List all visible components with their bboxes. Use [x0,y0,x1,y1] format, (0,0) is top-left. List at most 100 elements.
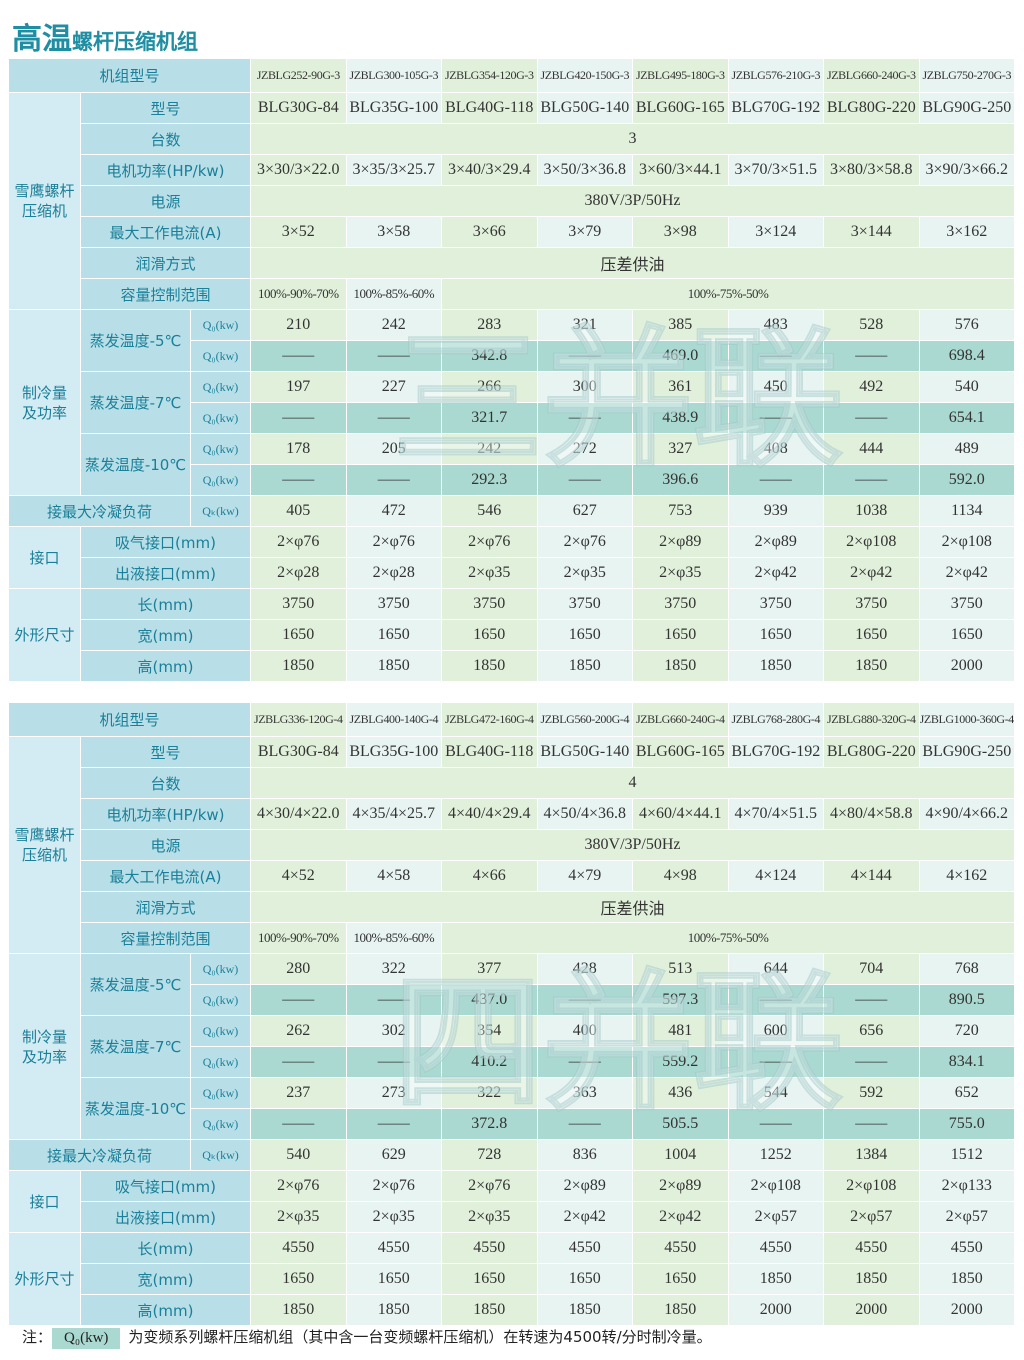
value-cell: 2×φ57 [727,1201,825,1233]
value-cell: 4×80/4×58.8 [823,798,920,830]
value-cell: 546 [441,495,538,527]
value-cell: 363 [536,1077,634,1109]
value-cell: 2000 [823,1294,920,1326]
value-cell: 273 [345,1077,443,1109]
value-cell: 2×φ76 [441,1170,538,1202]
unit-label: Q₀(kw) [189,1046,252,1078]
value-cell: 405 [250,495,347,527]
value-cell: —— [250,402,347,434]
group-label-line: 及功率 [21,1047,67,1066]
value-cell: 2×φ76 [250,526,347,558]
value-cell: 728 [441,1139,538,1171]
row-label: 长(mm) [79,1232,252,1264]
value-cell: 2×φ108 [823,526,920,558]
spec-table: 机组型号 JZBLG252-90G-3 JZBLG300-105G-3 JZBLG35… [7,58,1016,682]
value-cell: —— [250,984,347,1016]
row-label: 高(mm) [79,650,252,682]
value-cell: 540 [250,1139,347,1171]
spec-row: 电机功率(HP/kw) 4×30/4×22.0 4×35/4×25.7 4×40/4×… [9,798,1016,830]
value-cell: 1650 [441,1263,538,1295]
value-cell: 2×φ89 [632,1170,729,1202]
model-name: JZBLG660-240G-3 [823,58,920,93]
row-label: 台数 [79,123,252,155]
value-cell: 2×φ57 [918,1201,1016,1233]
unit-label: Q₀(kw) [189,309,252,341]
value-cell: 100%-85%-60% [345,922,443,954]
value-cell: 3×70/3×51.5 [727,154,825,186]
value-cell: 2000 [918,650,1016,682]
value-cell: 437.0 [441,984,538,1016]
unit-label: Q₀(kw) [189,433,252,465]
spec-row: 雪鹰螺杆 压缩机 型号 BLG30G-84 BLG35G-100 BLG40G-118 BL… [8,92,1016,310]
value-cell: —— [727,984,825,1016]
value-cell: —— [345,340,443,372]
unit-label: Q₀(kw) [189,953,252,985]
spec-row: 蒸发温度-10℃ Q₀(kw) 178 205 242 272 327 408 444 489 [9,433,1016,496]
value-cell: 2000 [727,1294,825,1326]
value-cell: 513 [632,953,729,985]
unit-label: Q₀(kw) [189,402,252,434]
row-label: 蒸发温度-7℃ [80,371,191,434]
value-cell: 3×80/3×58.8 [823,154,920,186]
value-cell: 100%-75%-50% [441,278,1016,310]
value-cell: 361 [632,371,729,403]
model-name: JZBLG495-180G-3 [632,58,729,93]
value-cell: 2×φ35 [536,557,634,589]
value-cell: 100%-90%-70% [250,922,347,954]
title: 高温螺杆压缩机组 [12,14,198,58]
value-cell: BLG40G-118 [441,736,538,768]
spec-row: Q₀(kw) —— —— 410.2 —— 559.2 —— —— 834.1 [9,1046,1016,1078]
value-cell: 3750 [727,588,825,620]
value-cell: 4550 [536,1232,634,1264]
value-cell: 4×90/4×66.2 [918,798,1016,830]
value-cell: 3750 [632,588,729,620]
value-cell: 2×φ35 [441,557,538,589]
value-cell: 2×φ28 [345,557,443,589]
value-cell: 2×φ133 [918,1170,1016,1202]
model-name: JZBLG1000-360G-4 [918,702,1016,737]
value-cell: 1650 [345,1263,443,1295]
value-cell: 2×φ28 [250,557,347,589]
value-cell: 4550 [823,1232,920,1264]
spec-row: 蒸发温度-7℃ Q₀(kw) 262 302 354 400 481 600 656 720 [9,1015,1016,1078]
value-cell: 1850 [345,1294,443,1326]
value-cell: —— [345,402,443,434]
value-cell: 4×162 [918,860,1016,892]
value-cell: 4×50/4×36.8 [536,798,634,830]
value-cell: 压差供油 [250,247,1016,279]
value-cell: 444 [823,433,920,465]
spec-row: Q₀(kw) —— —— 437.0 —— 597.3 —— —— 890.5 [9,984,1016,1016]
value-cell: 592.0 [918,464,1016,496]
spec-row: 润滑方式 压差供油 [9,891,1016,923]
value-cell: 321 [536,309,634,341]
group-label: 接口 [8,526,81,589]
value-cell: 3×40/3×29.4 [441,154,538,186]
value-cell: 1650 [727,619,825,651]
row-label: 台数 [79,767,252,799]
value-cell: —— [345,1108,443,1140]
spec-row: Q₀(kw) —— —— 342.8 —— 469.0 —— —— 698.4 [9,340,1016,372]
spec-row: 润滑方式 压差供油 [9,247,1016,279]
header-label: 机组型号 [7,702,252,737]
value-cell: BLG50G-140 [536,736,634,768]
model-name: JZBLG420-150G-3 [536,58,634,93]
value-cell: 2×φ35 [250,1201,347,1233]
model-name: JZBLG576-210G-3 [727,58,825,93]
value-cell: 2×φ42 [632,1201,729,1233]
row-label: 型号 [79,736,252,768]
value-cell: 372.8 [441,1108,538,1140]
model-name: JZBLG560-200G-4 [536,702,634,737]
value-cell: 280 [250,953,347,985]
value-cell: 654.1 [918,402,1016,434]
model-name: JZBLG400-140G-4 [345,702,443,737]
value-cell: 1650 [536,1263,634,1295]
value-cell: 3×79 [536,216,634,248]
value-cell: —— [536,464,634,496]
value-cell: 197 [250,371,347,403]
value-cell: 492 [823,371,920,403]
note-text: 为变频系列螺杆压缩机组（其中含一台变频螺杆压缩机）在转速为4500转/分时制冷量… [128,1328,712,1346]
group-label-line: 雪鹰螺杆 [14,182,75,200]
value-cell: —— [823,340,920,372]
row-label: 润滑方式 [79,247,252,279]
spec-row: 宽(mm) 1650 1650 1650 1650 1650 1650 1650 1650 [9,619,1016,651]
